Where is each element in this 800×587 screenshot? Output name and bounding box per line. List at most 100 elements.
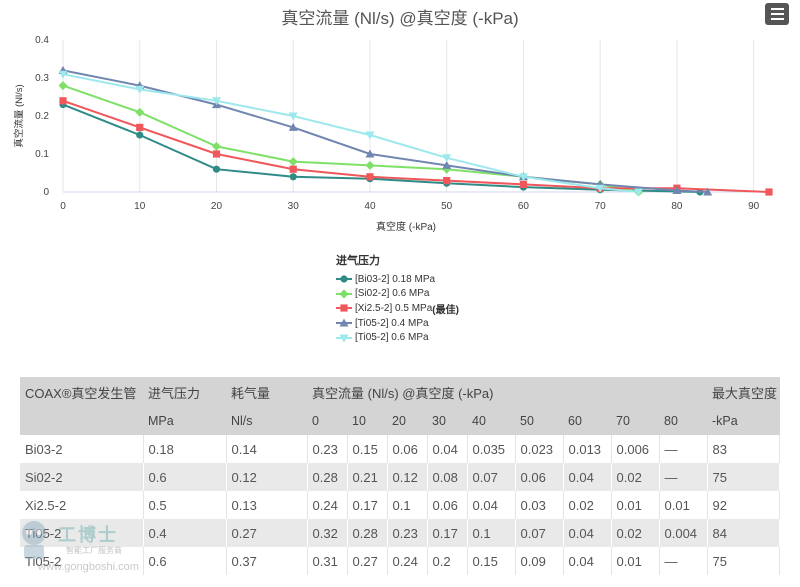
hamburger-icon[interactable] <box>765 3 789 25</box>
table-cell: 0.004 <box>659 519 708 547</box>
series-line-0 <box>62 103 700 193</box>
table-cell: 0.24 <box>307 491 348 519</box>
table-cell: 0.37 <box>226 547 308 575</box>
watermark-url: www.gongboshi.com <box>38 561 139 573</box>
table-cell: 0.01 <box>659 491 708 519</box>
data-point <box>442 160 452 169</box>
legend-label-suffix: (最佳) <box>432 304 459 316</box>
data-point <box>366 173 374 181</box>
data-point <box>289 173 297 181</box>
table-subheader-row: MPa Nl/s 0 10 20 30 40 50 60 70 80 -kPa <box>20 407 780 435</box>
table-cell: 0.12 <box>226 463 308 491</box>
spec-table: COAX®真空发生管 进气压力 耗气量 真空流量 (Nl/s) @真空度 (-k… <box>20 377 780 575</box>
legend-item[interactable]: [Ti05-2] 0.4 MPa <box>336 316 459 331</box>
y-tick-label: 0.4 <box>35 35 49 46</box>
table-cell: 0.04 <box>563 463 612 491</box>
legend-symbol <box>336 289 352 299</box>
y-tick-label: 0.2 <box>35 111 49 122</box>
x-tick-label: 90 <box>748 201 760 212</box>
subheader-cell: Nl/s <box>231 414 253 428</box>
x-tick-label: 70 <box>595 201 607 212</box>
header-pressure: 进气压力 <box>148 385 201 401</box>
table-cell: 83 <box>707 435 780 463</box>
table-cell: 0.1 <box>387 491 428 519</box>
table-cell: Bi03-2 <box>20 435 144 463</box>
table-row: Xi2.5-2 0.5 0.13 0.24 0.17 0.1 0.06 0.04 0.03 0.0… <box>20 491 780 519</box>
table-cell: 0.07 <box>515 519 564 547</box>
legend-item[interactable]: [Xi2.5-2] 0.5 MPa (最佳) <box>336 301 459 316</box>
table-cell: 0.2 <box>427 547 468 575</box>
subheader-cell: MPa <box>148 414 174 428</box>
x-tick-label: 40 <box>364 201 376 212</box>
table-cell: 0.06 <box>387 435 428 463</box>
table-cell: — <box>659 435 708 463</box>
table-cell: 0.27 <box>226 519 308 547</box>
table-cell: 0.013 <box>563 435 612 463</box>
data-point <box>672 185 682 194</box>
table-cell: 0.04 <box>467 491 516 519</box>
spec-table-wrapper: COAX®真空发生管 进气压力 耗气量 真空流量 (Nl/s) @真空度 (-k… <box>20 377 780 575</box>
table-cell: Ti05-2 <box>20 547 144 575</box>
subheader-cell: 50 <box>520 414 534 428</box>
table-cell: 0.1 <box>467 519 516 547</box>
header-consumption: 耗气量 <box>231 385 271 401</box>
legend-item[interactable]: [Si02-2] 0.6 MPa <box>336 287 459 302</box>
subheader-cell: 80 <box>664 414 678 428</box>
table-cell: — <box>659 547 708 575</box>
table-row: Ti05-2 0.6 0.37 0.31 0.27 0.24 0.2 0.15 0.09 0.04… <box>20 547 780 575</box>
table-cell: 0.21 <box>347 463 388 491</box>
data-point <box>58 81 68 91</box>
table-cell: 0.01 <box>611 491 660 519</box>
table-cell: 0.23 <box>307 435 348 463</box>
table-header-row: COAX®真空发生管 进气压力 耗气量 真空流量 (Nl/s) @真空度 (-k… <box>20 377 780 407</box>
table-cell: 0.6 <box>143 463 227 491</box>
header-model: COAX®真空发生管 <box>25 385 137 401</box>
robot-logo-icon <box>22 521 46 559</box>
y-tick-label: 0 <box>43 187 49 198</box>
table-cell: 92 <box>707 491 780 519</box>
header-max-vacuum: 最大真空度 <box>712 385 778 401</box>
data-point <box>595 184 605 193</box>
chart-title: 真空流量 (Nl/s) @真空度 (-kPa) <box>281 9 519 28</box>
table-cell: 0.5 <box>143 491 227 519</box>
data-point <box>288 122 298 131</box>
legend-item[interactable]: [Bi03-2] 0.18 MPa <box>336 272 459 287</box>
table-cell: 0.23 <box>387 519 428 547</box>
table-cell: 0.13 <box>226 491 308 519</box>
data-point <box>288 157 298 167</box>
data-point <box>211 141 221 151</box>
data-point <box>518 173 528 182</box>
table-cell: Xi2.5-2 <box>20 491 144 519</box>
table-cell: 0.6 <box>143 547 227 575</box>
legend-symbol <box>336 304 352 313</box>
data-point <box>519 180 528 188</box>
x-tick-label: 10 <box>134 201 146 212</box>
data-point <box>365 149 375 158</box>
legend-symbol <box>336 334 352 343</box>
legend-label: [Xi2.5-2] 0.5 MPa <box>355 302 433 314</box>
data-point <box>289 165 297 173</box>
subheader-cell: 30 <box>432 414 446 428</box>
legend-item[interactable]: [Ti05-2] 0.6 MPa <box>336 330 459 345</box>
table-cell: 75 <box>707 547 780 575</box>
y-tick-label: 0.3 <box>35 73 49 84</box>
subheader-cell: 40 <box>472 414 486 428</box>
y-axis-label: 真空流量 (Nl/s) <box>13 84 25 147</box>
table-cell: 0.08 <box>427 463 468 491</box>
table-cell: 0.32 <box>307 519 348 547</box>
data-point <box>765 188 773 196</box>
table-row: Bi03-2 0.18 0.14 0.23 0.15 0.06 0.04 0.035 0.023… <box>20 435 780 463</box>
table-cell: 0.28 <box>347 519 388 547</box>
watermark-logo-text: 工博士 <box>58 525 118 545</box>
data-point <box>136 123 144 131</box>
table-cell: Si02-2 <box>20 463 144 491</box>
subheader-cell: 10 <box>352 414 366 428</box>
watermark: 工博士 智能工厂服务商 www.gongboshi.com <box>8 515 168 585</box>
data-point <box>442 154 452 163</box>
data-point <box>288 112 298 121</box>
table-cell: 0.4 <box>143 519 227 547</box>
x-tick-label: 50 <box>441 201 453 212</box>
data-point <box>211 97 221 106</box>
table-cell: 0.02 <box>611 519 660 547</box>
data-point <box>59 97 67 105</box>
